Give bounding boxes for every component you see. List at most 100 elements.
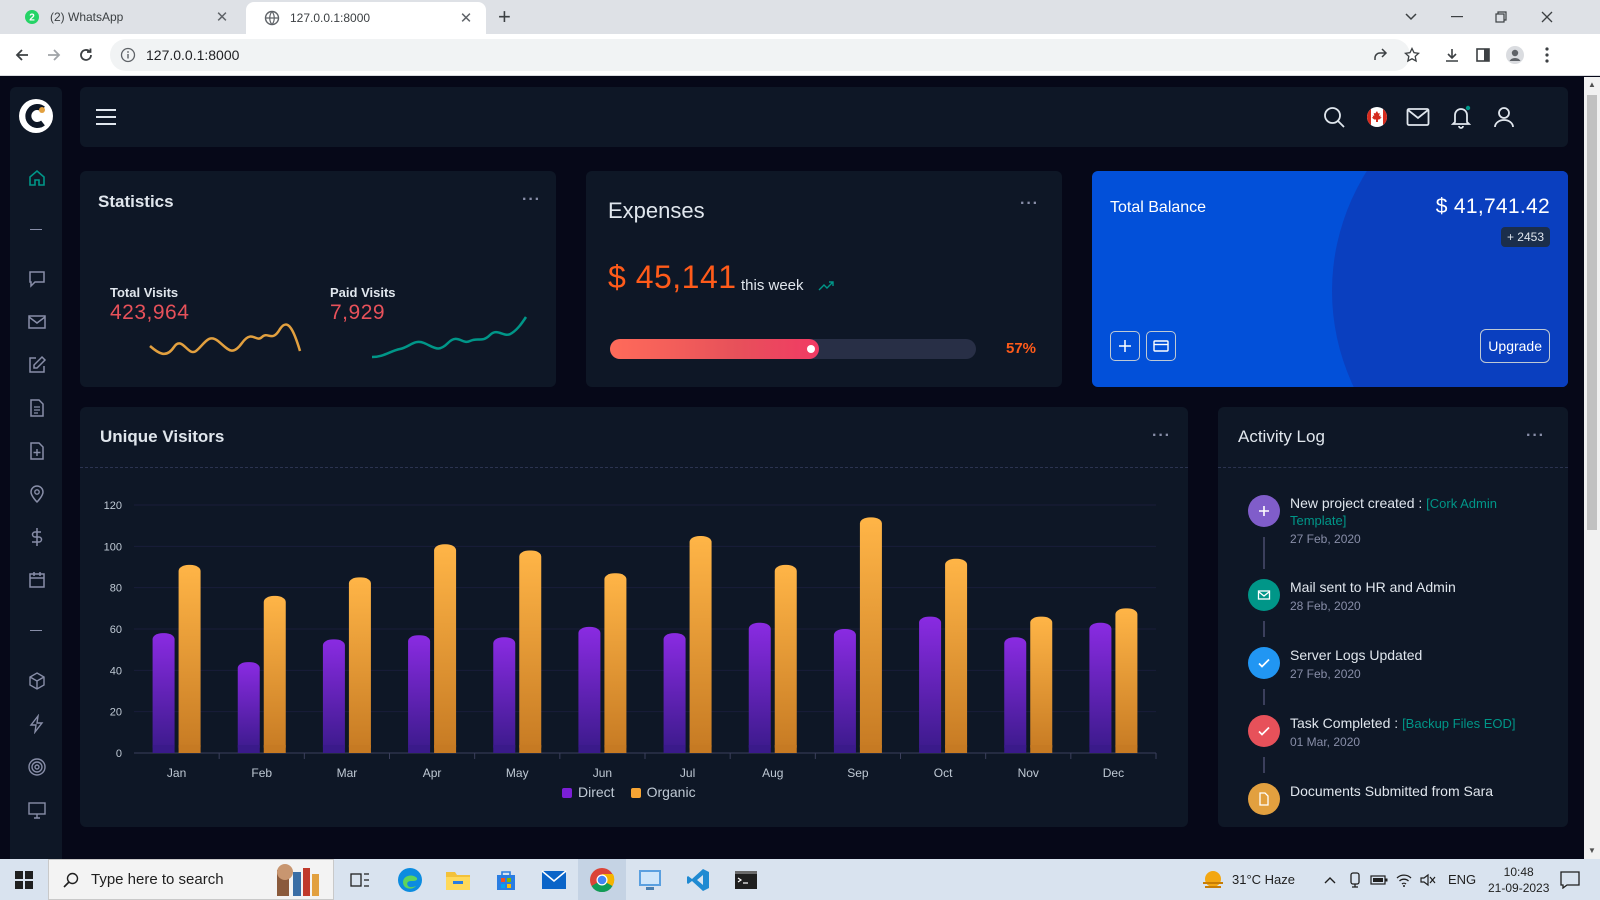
input-language[interactable]: ENG [1448,872,1477,887]
network-devices-icon[interactable] [1348,859,1362,900]
forward-icon[interactable] [42,43,66,67]
monitor-icon[interactable] [26,799,48,821]
close-window-icon[interactable] [1524,4,1570,30]
add-button[interactable] [1110,331,1140,361]
vscode-icon[interactable] [674,859,722,900]
bar-direct-dec[interactable] [1089,622,1112,753]
back-icon[interactable] [10,43,34,67]
more-options-icon[interactable]: ··· [522,191,541,208]
taskbar-search-box[interactable]: Type here to search [48,859,334,900]
document-icon[interactable] [26,397,48,419]
activity-message: New project created : [1290,495,1427,511]
map-pin-icon[interactable] [26,483,48,505]
bar-organic-aug[interactable] [774,564,797,753]
bar-organic-jan[interactable] [178,564,201,753]
bar-direct-feb[interactable] [237,662,260,753]
file-plus-icon[interactable] [26,440,48,462]
notification-center-icon[interactable] [1560,859,1580,900]
box-icon[interactable] [26,670,48,692]
menu-dots-icon[interactable] [1535,43,1559,67]
tab-close-icon[interactable]: ✕ [215,9,229,26]
activity-highlight[interactable]: [Cork Admin Template] [1290,496,1497,528]
chrome-icon[interactable] [578,859,626,900]
hamburger-menu-icon[interactable] [94,105,118,129]
share-icon[interactable] [1368,43,1392,67]
edge-browser-icon[interactable] [386,859,434,900]
bookmark-star-icon[interactable] [1400,43,1424,67]
weather-widget[interactable]: 31°C Haze [1200,859,1295,900]
task-view-icon[interactable] [336,859,384,900]
remote-desktop-icon[interactable] [626,859,674,900]
more-options-icon[interactable]: ··· [1020,195,1039,212]
tab-close-icon[interactable]: ✕ [459,10,473,27]
scrollbar-thumb[interactable] [1587,95,1597,530]
bar-direct-jan[interactable] [152,633,175,753]
windows-start-icon[interactable] [0,859,48,900]
activity-highlight[interactable]: [Backup Files EOD] [1402,716,1516,731]
side-panel-icon[interactable] [1471,43,1495,67]
bar-direct-apr[interactable] [408,635,431,753]
bar-organic-may[interactable] [519,550,542,753]
page-scrollbar[interactable]: ▲ ▼ [1584,77,1600,859]
cork-logo[interactable] [18,97,54,135]
bar-direct-jul[interactable] [663,633,686,753]
bar-organic-oct[interactable] [945,558,968,753]
notification-bell-icon[interactable] [1449,105,1473,129]
reload-icon[interactable] [74,43,98,67]
more-options-icon[interactable]: ··· [1526,427,1545,444]
new-tab-button[interactable]: + [498,4,511,29]
minimize-icon[interactable] [1434,4,1480,30]
terminal-icon[interactable] [722,859,770,900]
card-button[interactable] [1146,331,1176,361]
dollar-icon[interactable] [26,526,48,548]
calendar-icon[interactable] [26,569,48,591]
edit-icon[interactable] [26,354,48,376]
bar-organic-apr[interactable] [434,544,457,753]
bar-organic-jul[interactable] [689,536,712,753]
legend-item-organic[interactable]: Organic [630,784,696,800]
scroll-up-icon[interactable]: ▲ [1588,80,1596,89]
canada-flag-icon[interactable] [1365,105,1389,129]
legend-item-direct[interactable]: Direct [562,784,615,800]
battery-icon[interactable] [1370,859,1388,900]
volume-muted-icon[interactable] [1420,859,1436,900]
bar-direct-jun[interactable] [578,626,601,753]
chat-icon[interactable] [26,268,48,290]
search-icon[interactable] [1322,105,1346,129]
wifi-icon[interactable] [1396,859,1412,900]
bar-organic-dec[interactable] [1115,608,1138,753]
bar-organic-feb[interactable] [263,595,286,753]
bar-organic-nov[interactable] [1030,616,1053,753]
restore-icon[interactable] [1478,4,1524,30]
address-bar[interactable]: 127.0.0.1:8000 [110,39,1410,71]
microsoft-store-icon[interactable] [482,859,530,900]
target-icon[interactable] [26,756,48,778]
bar-direct-may[interactable] [493,637,516,753]
more-options-icon[interactable]: ··· [1152,427,1171,444]
bar-direct-sep[interactable] [833,629,856,753]
mail-app-icon[interactable] [530,859,578,900]
bar-direct-nov[interactable] [1004,637,1027,753]
user-icon[interactable] [1492,105,1516,129]
tray-overflow-icon[interactable] [1324,859,1336,900]
clock[interactable]: 10:48 21-09-2023 [1488,859,1549,900]
download-icon[interactable] [1440,43,1464,67]
zap-icon[interactable] [26,713,48,735]
profile-icon[interactable] [1503,43,1527,67]
tab-whatsapp[interactable]: 2 (2) WhatsApp ✕ [6,0,242,34]
bar-organic-jun[interactable] [604,573,627,753]
bar-direct-oct[interactable] [919,616,942,753]
mail-icon[interactable] [1406,105,1430,129]
bar-direct-mar[interactable] [322,639,345,753]
site-info-icon[interactable] [120,47,136,63]
home-icon[interactable] [26,167,48,189]
bar-direct-aug[interactable] [748,622,771,753]
mail-icon[interactable] [26,311,48,333]
tab-search-icon[interactable] [1388,4,1434,30]
scroll-down-icon[interactable]: ▼ [1588,846,1596,855]
upgrade-button[interactable]: Upgrade [1480,329,1550,363]
bar-organic-mar[interactable] [348,577,371,753]
file-explorer-icon[interactable] [434,859,482,900]
tab-localhost[interactable]: 127.0.0.1:8000 ✕ [246,2,486,34]
bar-organic-sep[interactable] [859,517,882,753]
